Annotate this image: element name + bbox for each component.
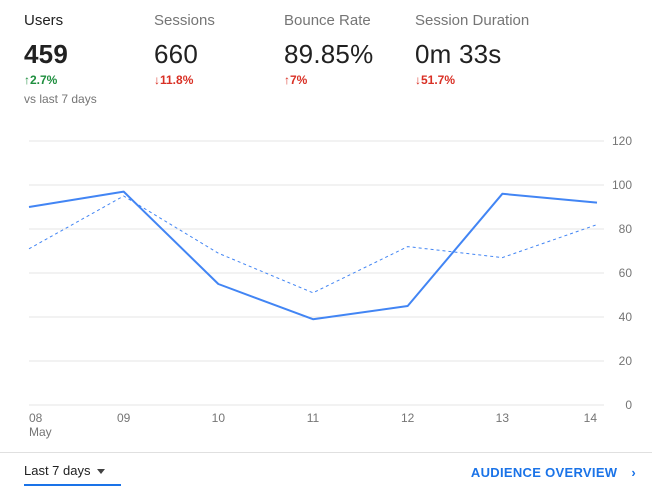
metric-value: 0m 33s [415, 39, 502, 69]
x-tick-label: 13 [496, 411, 510, 425]
metric-value: 660 [154, 39, 198, 69]
x-tick-label: 12 [401, 411, 415, 425]
metric-sessions[interactable]: Sessions 660 ↓11.8% [154, 12, 215, 88]
metric-label: Users [24, 12, 64, 29]
series-line-current [28, 190, 598, 321]
metric-session-duration[interactable]: Session Duration 0m 33s ↓51.7% [415, 12, 529, 88]
date-range-dropdown[interactable]: Last 7 days [24, 463, 121, 486]
metric-change: ↑7% [284, 73, 308, 87]
y-tick-label: 120 [612, 134, 632, 148]
audience-overview-link[interactable]: AUDIENCE OVERVIEW › [471, 465, 636, 480]
y-tick-label: 100 [612, 178, 632, 192]
metrics-summary: Users 459 ↑2.7% vs last 7 days Sessions … [24, 0, 652, 110]
x-tick-label: 09 [117, 411, 131, 425]
x-tick-label: 10 [212, 411, 226, 425]
users-line-chart: 0 20 40 60 80 100 120 08 May 09 10 11 12 13 14 [0, 120, 652, 440]
y-tick-label: 60 [619, 266, 633, 280]
arrow-down-icon: ↓ [415, 73, 421, 87]
metric-value: 89.85% [284, 39, 374, 69]
arrow-up-icon: ↑ [24, 73, 30, 87]
arrow-down-icon: ↓ [154, 73, 160, 87]
chevron-right-icon: › [631, 465, 636, 480]
y-tick-label: 20 [619, 354, 633, 368]
audience-overview-label: AUDIENCE OVERVIEW [470, 465, 618, 480]
comparison-period: vs last 7 days [24, 92, 97, 106]
metric-value: 459 [24, 39, 68, 69]
arrow-up-icon: ↑ [284, 73, 290, 87]
x-tick-label: 14 [584, 411, 598, 425]
metric-change: ↑2.7% [24, 73, 58, 87]
metric-bounce-rate[interactable]: Bounce Rate 89.85% ↑7% [284, 12, 373, 88]
metric-change: ↓51.7% [415, 73, 456, 87]
x-tick-label: 11 [307, 411, 320, 425]
x-tick-label: 08 [29, 411, 43, 425]
y-tick-label: 80 [619, 222, 633, 236]
metric-label: Bounce Rate [284, 12, 371, 29]
y-tick-label: 0 [625, 398, 632, 412]
date-range-label: Last 7 days [24, 463, 91, 478]
series-line-previous [28, 195, 598, 294]
metric-label: Sessions [154, 12, 215, 29]
metric-label: Session Duration [415, 12, 530, 29]
card-footer: Last 7 days AUDIENCE OVERVIEW › [0, 452, 652, 489]
caret-down-icon [96, 469, 105, 475]
metric-change: ↓11.8% [154, 73, 194, 87]
x-tick-sublabel: May [29, 425, 52, 439]
metric-users[interactable]: Users 459 ↑2.7% vs last 7 days [24, 12, 97, 106]
y-tick-label: 40 [619, 310, 633, 324]
